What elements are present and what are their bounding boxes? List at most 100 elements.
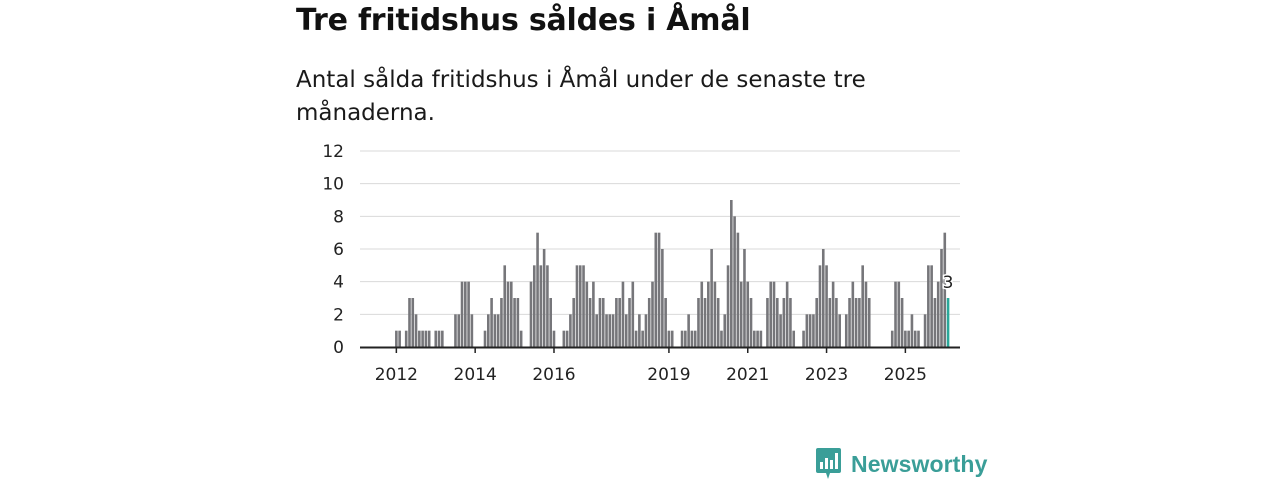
bar [657, 232, 661, 347]
bar [611, 314, 615, 347]
bar [509, 281, 513, 347]
bar [716, 298, 720, 347]
y-tick-label: 2 [333, 305, 344, 325]
bar [464, 281, 467, 347]
bar [710, 249, 713, 347]
bar [687, 314, 690, 347]
bar [700, 281, 704, 347]
bar [565, 330, 569, 347]
bar [575, 265, 579, 347]
bar [661, 249, 664, 347]
x-tick-label: 2014 [454, 365, 497, 385]
bar [890, 330, 894, 347]
bar [703, 298, 707, 347]
bar [746, 281, 750, 347]
bar [927, 265, 930, 347]
bar [651, 281, 654, 347]
bar [552, 330, 556, 347]
y-tick-label: 4 [333, 273, 344, 293]
bars [395, 200, 950, 347]
bar [536, 232, 539, 347]
bar [749, 298, 753, 347]
bar [588, 298, 592, 347]
bar [838, 314, 841, 347]
bar [398, 330, 401, 347]
bar [595, 314, 598, 347]
bar [496, 314, 500, 347]
bar [907, 330, 910, 347]
bar [572, 298, 575, 347]
bar [493, 314, 497, 347]
bar [628, 298, 631, 347]
bar [943, 232, 947, 347]
bar [562, 330, 566, 347]
y-tick-label: 6 [333, 240, 344, 260]
bar [720, 330, 723, 347]
bar [592, 281, 595, 347]
bar [539, 265, 543, 347]
bar [644, 314, 648, 347]
bar [756, 330, 759, 347]
bar [542, 249, 546, 347]
bar [454, 314, 457, 347]
bar [693, 330, 697, 347]
bar [772, 281, 776, 347]
bar [460, 281, 464, 347]
bar [753, 330, 756, 347]
bar [730, 200, 733, 347]
bar [532, 265, 536, 347]
bar [624, 314, 628, 347]
bar [585, 281, 589, 347]
x-tick-label: 2019 [647, 365, 690, 385]
bar [743, 249, 746, 347]
bar [421, 330, 424, 347]
bar [867, 298, 871, 347]
bar [697, 298, 700, 347]
bar [427, 330, 431, 347]
bar [519, 330, 523, 347]
bar [782, 298, 786, 347]
bar [828, 298, 832, 347]
newsworthy-chart-icon [816, 448, 841, 479]
bar [467, 281, 470, 347]
bar [864, 281, 868, 347]
bar [578, 265, 582, 347]
bar [437, 330, 441, 347]
x-tick-label: 2025 [884, 365, 927, 385]
bar [894, 281, 897, 347]
bar [621, 281, 625, 347]
x-tick-label: 2023 [805, 365, 848, 385]
bar [739, 281, 743, 347]
bar [424, 330, 428, 347]
bar [549, 298, 552, 347]
bar [470, 314, 474, 347]
bar [736, 232, 740, 347]
bar [641, 330, 644, 347]
bar [608, 314, 612, 347]
bar [483, 330, 487, 347]
bar [812, 314, 815, 347]
bar [831, 281, 835, 347]
bar [936, 281, 940, 347]
x-tick-label: 2016 [532, 365, 575, 385]
bar [825, 265, 828, 347]
bar [910, 314, 914, 347]
bar [647, 298, 651, 347]
bar [818, 265, 822, 347]
bar [618, 298, 621, 347]
bar [713, 281, 717, 347]
bar [792, 330, 796, 347]
y-tick-label: 8 [333, 207, 344, 227]
bar [933, 298, 937, 347]
x-tick-label: 2012 [375, 365, 418, 385]
bar [723, 314, 727, 347]
bar [913, 330, 917, 347]
bar [418, 330, 421, 347]
y-tick-label: 12 [322, 142, 344, 162]
bar [733, 216, 736, 347]
bar [546, 265, 549, 347]
bar [930, 265, 933, 347]
brand-name: Newsworthy [851, 450, 988, 477]
bar [917, 330, 920, 347]
chart-title: Tre fritidshus såldes i Åmål [296, 3, 751, 38]
